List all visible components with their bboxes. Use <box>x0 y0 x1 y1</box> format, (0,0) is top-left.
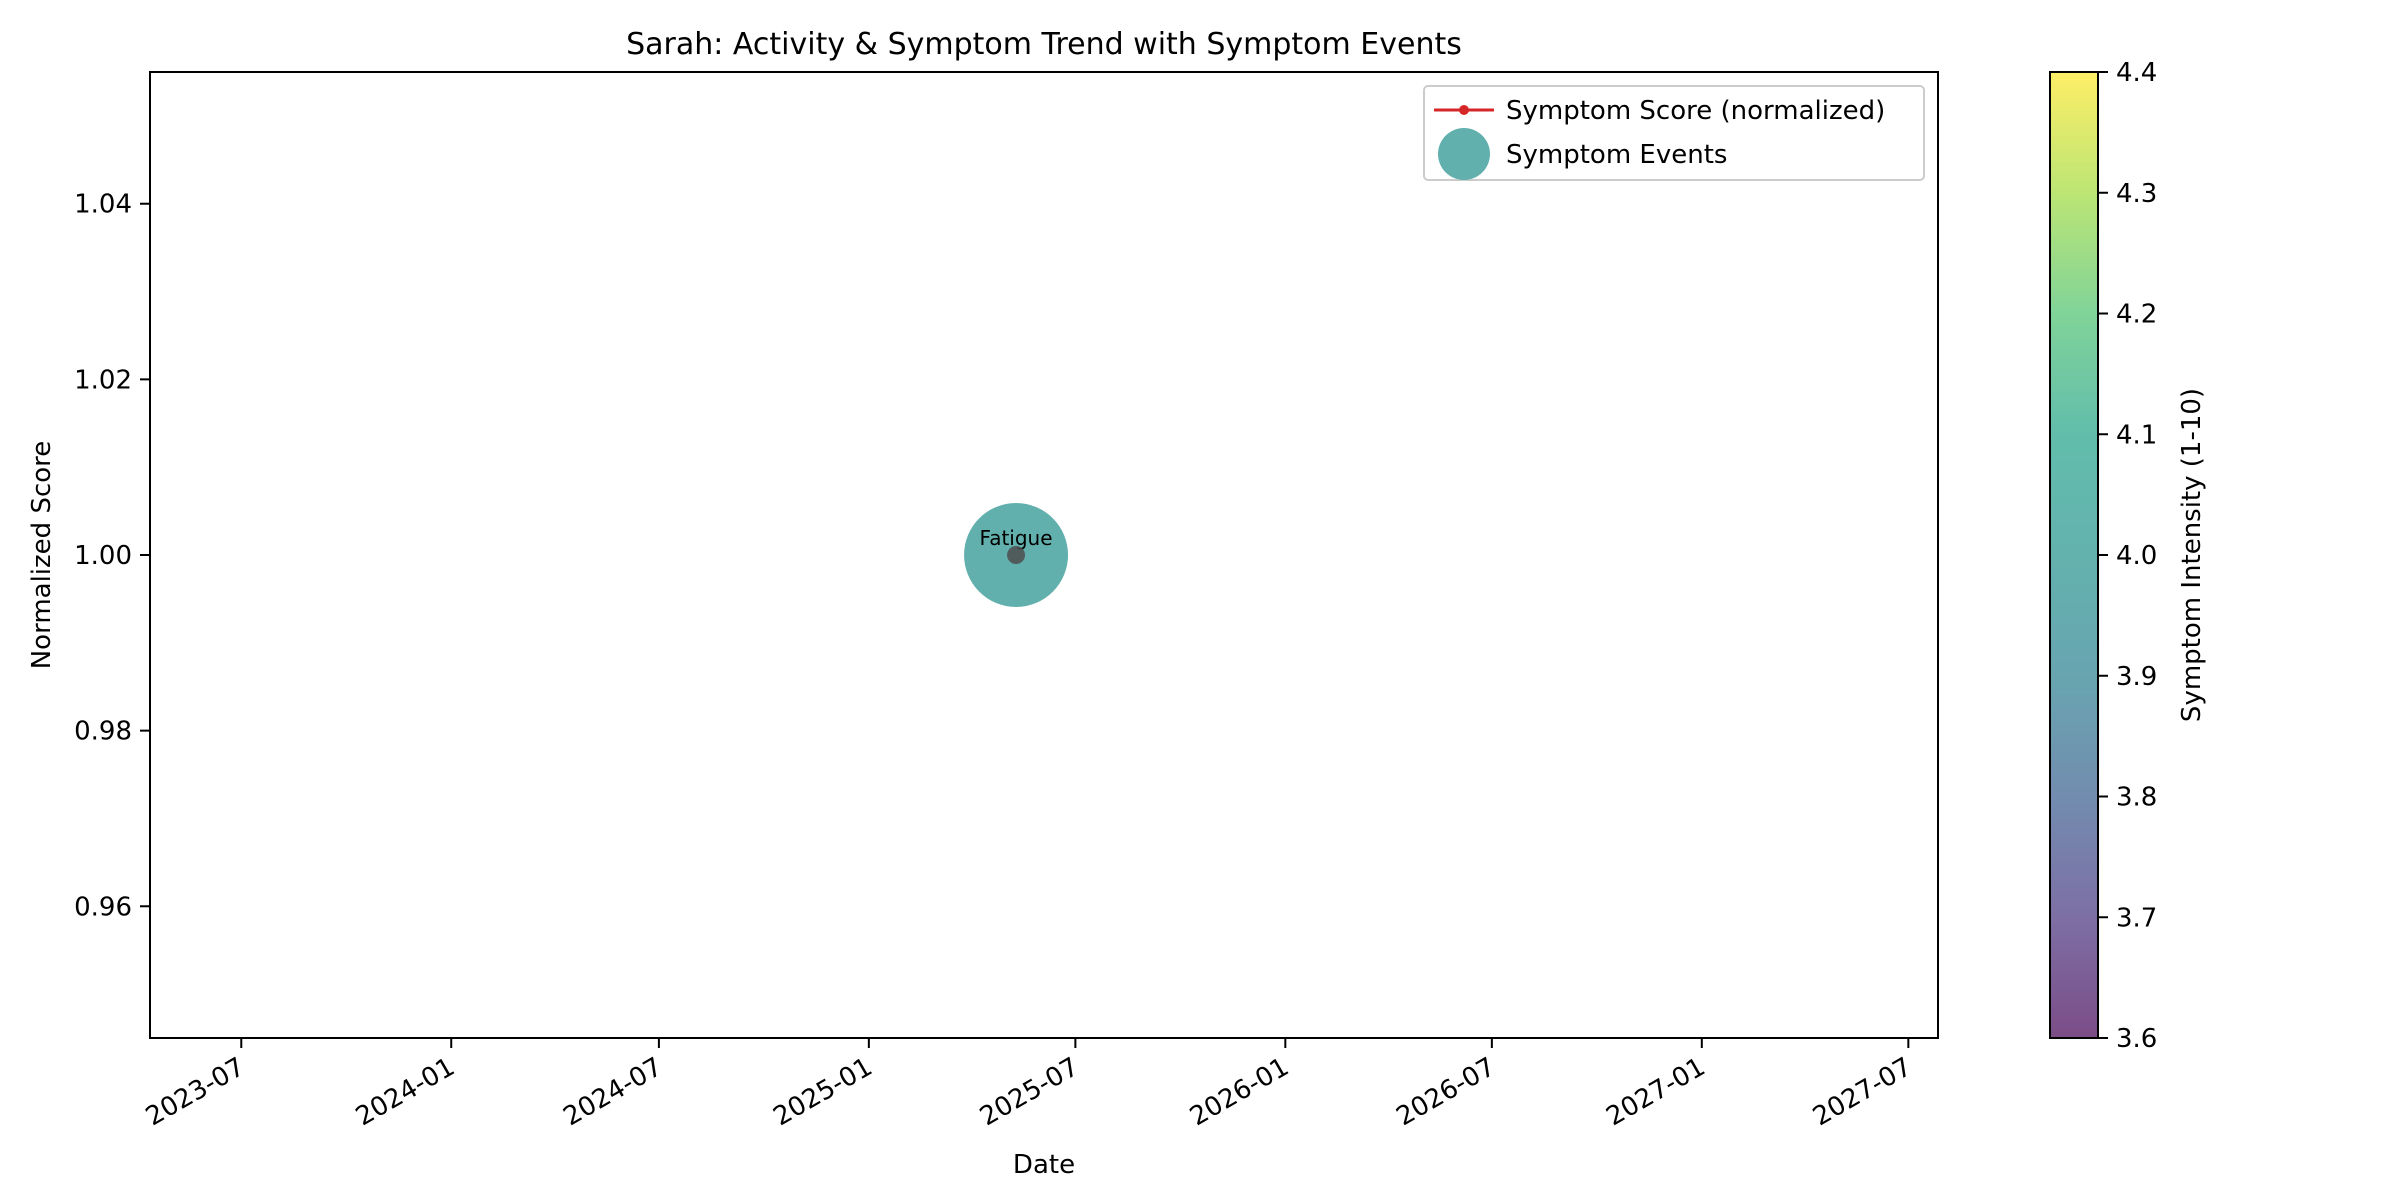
colorbar-ticks: 3.6 3.7 3.8 3.9 4.0 4.1 4.2 4.3 4.4 <box>2098 58 2157 1054</box>
plot-area: Fatigue <box>964 503 1069 607</box>
x-tick-label: 2025-07 <box>975 1052 1084 1132</box>
colorbar-tick-label: 4.3 <box>2116 179 2157 209</box>
legend-bubble-swatch <box>1438 128 1490 180</box>
colorbar-label: Symptom Intensity (1-10) <box>2177 388 2207 722</box>
colorbar-tick-label: 4.4 <box>2116 58 2157 88</box>
x-axis: 2023-07 2024-01 2024-07 2025-01 2025-07 2026-… <box>141 1038 1917 1132</box>
symptom-score-point[interactable] <box>1007 546 1026 564</box>
x-tick-label: 2026-01 <box>1185 1052 1294 1132</box>
legend-label-symptom-events: Symptom Events <box>1506 140 1727 170</box>
y-tick-label: 0.98 <box>74 717 132 747</box>
colorbar-tick-label: 3.9 <box>2116 662 2157 692</box>
y-axis-label: Normalized Score <box>27 441 57 670</box>
x-axis-label: Date <box>1013 1150 1075 1180</box>
x-tick-label: 2025-01 <box>768 1052 877 1132</box>
x-tick-label: 2024-07 <box>559 1052 668 1132</box>
x-tick-label: 2027-07 <box>1808 1052 1917 1132</box>
x-tick-label: 2026-07 <box>1391 1052 1500 1132</box>
chart-title: Sarah: Activity & Symptom Trend with Sym… <box>626 27 1462 62</box>
x-tick-label: 2027-01 <box>1601 1052 1710 1132</box>
colorbar-tick-label: 3.7 <box>2116 903 2157 933</box>
colorbar: 3.6 3.7 3.8 3.9 4.0 4.1 4.2 4.3 4.4 Symptom Inte… <box>2049 58 2207 1054</box>
colorbar-tick-label: 4.1 <box>2116 420 2157 450</box>
colorbar-tick-label: 3.8 <box>2116 783 2157 813</box>
y-tick-label: 1.04 <box>74 190 132 220</box>
y-axis: 0.96 0.98 1.00 1.02 1.04 <box>74 190 150 922</box>
colorbar-tick-label: 4.2 <box>2116 300 2157 330</box>
x-tick-label: 2023-07 <box>141 1052 250 1132</box>
legend-label-symptom-score: Symptom Score (normalized) <box>1506 96 1885 126</box>
y-tick-label: 1.02 <box>74 365 132 395</box>
colorbar-gradient <box>2050 72 2098 1038</box>
legend: Symptom Score (normalized) Symptom Event… <box>1423 85 1925 181</box>
y-tick-label: 0.96 <box>74 892 132 922</box>
legend-line-marker <box>1459 105 1469 115</box>
colorbar-tick-label: 3.6 <box>2116 1024 2157 1054</box>
legend-box <box>1423 85 1925 181</box>
y-tick-label: 1.00 <box>74 541 132 571</box>
x-tick-label: 2024-01 <box>351 1052 460 1132</box>
colorbar-tick-label: 4.0 <box>2116 541 2157 571</box>
